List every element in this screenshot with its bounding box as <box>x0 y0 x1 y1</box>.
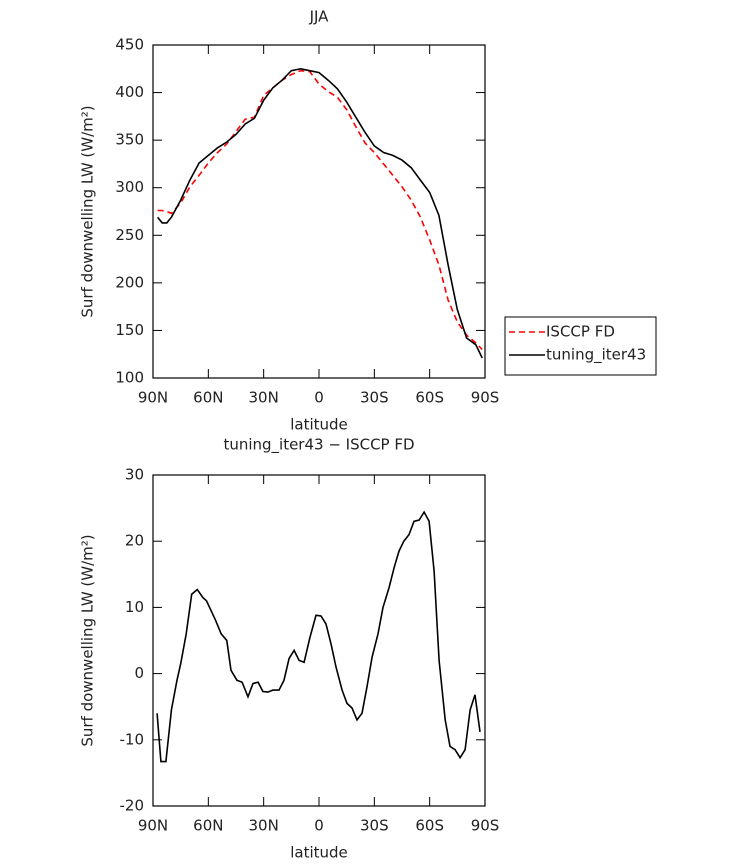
plot-frame <box>152 474 486 807</box>
x-tick-label: 30S <box>360 389 389 407</box>
y-tick-label: 400 <box>115 83 144 101</box>
y-tick-label: 20 <box>125 532 144 550</box>
x-tick-label: 90N <box>138 389 168 407</box>
data-line <box>157 69 483 351</box>
x-tick-label: 90N <box>138 817 168 835</box>
plot-frame <box>152 44 486 379</box>
y-tick-label: -10 <box>120 730 145 748</box>
x-tick-label: 30S <box>360 817 389 835</box>
data-line <box>156 67 483 359</box>
y-tick-label: 150 <box>115 321 144 339</box>
y-tick-label: 30 <box>125 466 144 484</box>
x-tick-label: 0 <box>314 389 324 407</box>
x-tick-label: 30N <box>249 817 279 835</box>
legend-box <box>504 316 657 376</box>
x-tick-label: 60S <box>415 389 444 407</box>
x-tick-label: 60N <box>193 817 223 835</box>
x-axis-label: latitude <box>290 844 348 862</box>
y-tick-label: -20 <box>120 797 145 815</box>
x-axis-label: latitude <box>290 416 348 434</box>
legend-label: ISCCP FD <box>546 323 615 341</box>
y-tick-label: 0 <box>134 664 144 682</box>
y-tick-label: 10 <box>125 598 144 616</box>
chart-title: tuning_iter43 − ISCCP FD <box>223 436 414 455</box>
y-tick-label: 300 <box>115 178 144 196</box>
data-line <box>156 510 481 763</box>
y-tick-label: 350 <box>115 131 144 149</box>
chart-title: JJA <box>309 8 330 26</box>
x-tick-label: 90S <box>471 817 500 835</box>
y-axis-label: Surf downwelling LW (W/m²) <box>79 534 97 746</box>
y-tick-label: 200 <box>115 273 144 291</box>
y-tick-label: 450 <box>115 36 144 54</box>
legend-label: tuning_iter43 <box>546 346 646 365</box>
x-tick-label: 60S <box>415 817 444 835</box>
x-tick-label: 30N <box>249 389 279 407</box>
y-tick-label: 250 <box>115 226 144 244</box>
y-tick-label: 100 <box>115 369 144 387</box>
y-axis-label: Surf downwelling LW (W/m²) <box>79 105 97 317</box>
x-tick-label: 60N <box>193 389 223 407</box>
x-tick-label: 90S <box>471 389 500 407</box>
x-tick-label: 0 <box>314 817 324 835</box>
